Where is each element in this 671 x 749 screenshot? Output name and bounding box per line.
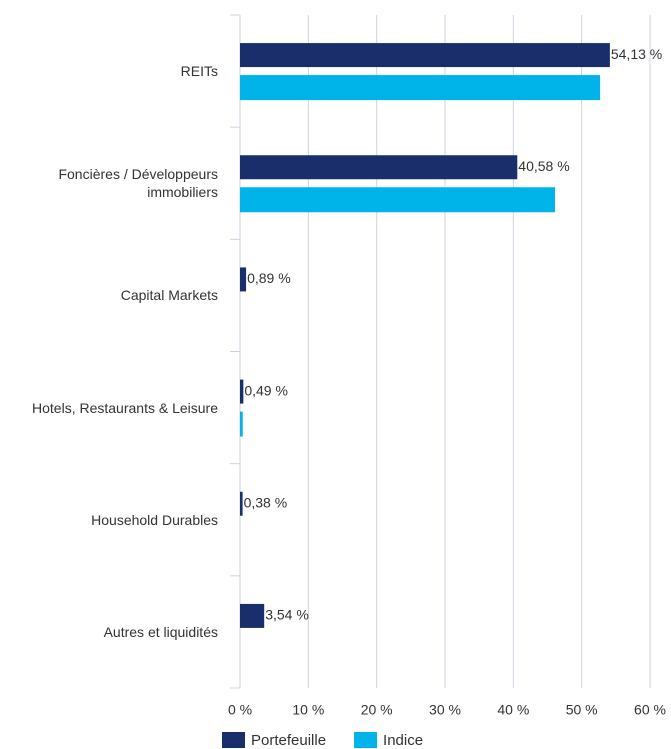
category-label: Hotels, Restaurants & Leisure: [32, 399, 218, 416]
bar: [240, 491, 243, 516]
category-label: REITs: [180, 63, 218, 80]
x-tick-label: 20 %: [361, 702, 393, 718]
legend-label: Portefeuille: [251, 732, 326, 749]
bar: [240, 603, 265, 628]
bar: [240, 75, 601, 101]
data-label: 0,89 %: [247, 270, 291, 286]
legend-swatch: [222, 732, 245, 748]
bar: [240, 267, 247, 292]
bar: [240, 43, 610, 68]
legend-label: Indice: [383, 732, 423, 749]
bar: [240, 379, 244, 404]
bar: [240, 155, 518, 180]
x-tick-label: 10 %: [292, 702, 324, 718]
x-tick-label: 50 %: [566, 702, 598, 718]
x-tick-label: 0 %: [228, 702, 252, 718]
x-tick-label: 30 %: [429, 702, 461, 718]
category-label: Foncières / Développeurs immobiliers: [58, 166, 218, 201]
data-label: 54,13 %: [611, 46, 662, 62]
category-label: Autres et liquidités: [103, 623, 218, 640]
data-label: 0,49 %: [244, 382, 288, 398]
x-tick-label: 40 %: [497, 702, 529, 718]
data-label: 40,58 %: [518, 158, 569, 174]
x-tick-label: 60 %: [634, 702, 666, 718]
legend-swatch: [354, 732, 378, 748]
bar: [240, 187, 556, 213]
category-label: Capital Markets: [120, 287, 218, 304]
data-label: 3,54 %: [265, 607, 309, 623]
category-label: Household Durables: [91, 511, 218, 528]
bar: [240, 411, 243, 437]
data-label: 0,38 %: [244, 494, 288, 510]
